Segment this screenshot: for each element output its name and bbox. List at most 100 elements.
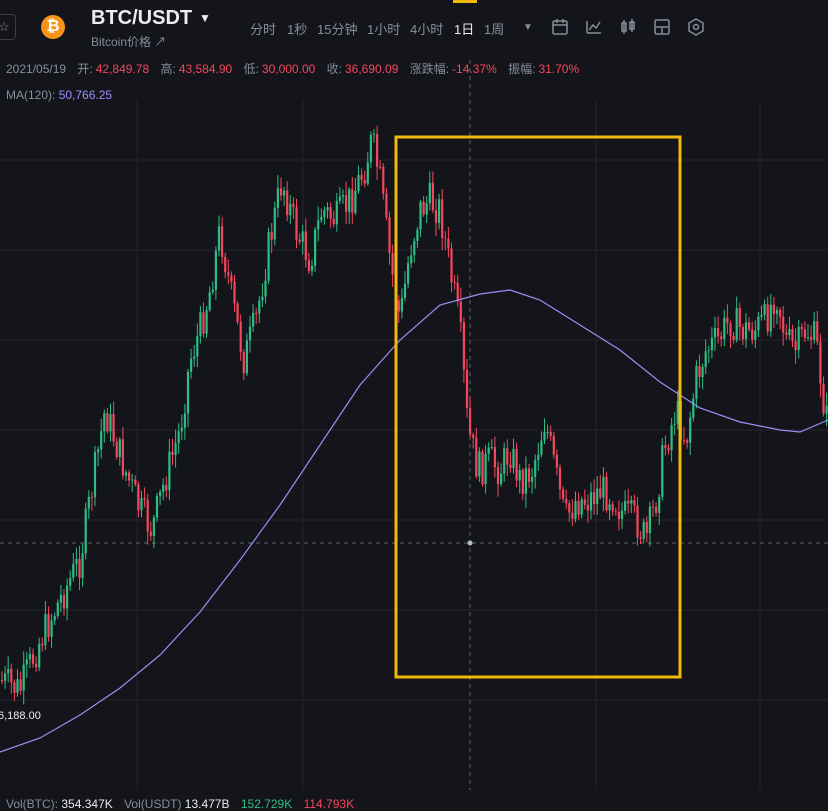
candle-body <box>329 207 332 219</box>
candle-body <box>183 413 186 428</box>
trading-pair-title[interactable]: BTC/USDT <box>91 7 193 29</box>
candle-body <box>276 188 279 208</box>
candle-body <box>376 134 379 167</box>
candle-body <box>103 413 106 432</box>
candle-body <box>676 400 679 424</box>
candle-body <box>317 220 320 230</box>
candle-body <box>140 498 143 511</box>
candle-body <box>655 506 658 513</box>
tab-timeframe-1h[interactable]: 1小时 <box>367 22 401 37</box>
vol-ma2-value: 114.793K <box>303 797 355 811</box>
candle-body <box>713 328 717 338</box>
candle-body <box>608 504 611 511</box>
candle-body <box>673 423 676 426</box>
candle-body <box>661 445 664 498</box>
candle-body <box>106 413 109 432</box>
candle-body <box>171 451 174 455</box>
candle-body <box>822 383 825 414</box>
tab-timeframe-4h[interactable]: 4小时 <box>410 22 444 37</box>
candle-body <box>255 312 258 314</box>
candle-body <box>369 134 372 163</box>
candle-body <box>760 314 763 317</box>
candle-body <box>382 166 385 194</box>
candle-body <box>90 496 93 498</box>
chevron-down-icon[interactable]: ▼ <box>199 11 211 25</box>
candle-body <box>465 369 469 409</box>
candle-body <box>298 239 301 242</box>
candle-body <box>757 316 760 331</box>
candle-body <box>819 341 822 384</box>
candle-body <box>732 335 735 341</box>
open-value: 42,849.78 <box>95 62 150 76</box>
candle-body <box>28 654 31 660</box>
candle-body <box>459 301 462 323</box>
candle-body <box>301 231 304 242</box>
timeframe-more-chevron-icon[interactable]: ▼ <box>523 22 533 33</box>
candle-body <box>323 210 326 218</box>
candle-body <box>825 405 828 414</box>
candle-body <box>121 439 124 476</box>
candle-body <box>797 326 800 351</box>
volume-info-row: Vol(BTC): 354.347K Vol(USDT) 13.477B 152… <box>6 797 354 811</box>
layout-icon[interactable] <box>652 17 672 37</box>
candle-body <box>177 431 180 444</box>
candle-body <box>450 248 453 283</box>
candle-body <box>273 207 276 240</box>
change-label: 涨跌幅: <box>409 62 450 76</box>
candle-body <box>469 408 472 435</box>
candle-body <box>472 434 475 438</box>
candle-body <box>193 356 196 359</box>
candle-body <box>100 431 103 450</box>
candle-body <box>348 189 351 212</box>
active-tab-underline <box>453 0 477 3</box>
candle-body <box>38 643 41 668</box>
candle-type-icon[interactable] <box>618 17 638 37</box>
candle-body <box>788 329 791 335</box>
candle-body <box>726 317 729 324</box>
candle-body <box>810 337 813 340</box>
candle-body <box>137 484 140 511</box>
candle-body <box>639 537 642 539</box>
candle-body <box>531 476 534 482</box>
candle-body <box>546 431 549 433</box>
candle-body <box>372 134 376 136</box>
candle-body <box>44 614 47 646</box>
settings-icon[interactable] <box>686 17 706 37</box>
pair-subtitle-link[interactable]: Bitcoin价格 ↗ <box>91 35 167 49</box>
indicator-icon[interactable] <box>584 17 604 37</box>
candle-body <box>115 441 118 457</box>
candle-body <box>741 327 744 340</box>
candle-body <box>645 521 648 534</box>
tab-timeframe-15m[interactable]: 15分钟 <box>317 22 358 37</box>
candle-body <box>230 275 233 282</box>
tab-timeframe-1s[interactable]: 1秒 <box>287 22 308 37</box>
close-label: 收: <box>326 62 342 76</box>
candle-body <box>800 326 803 330</box>
candle-body <box>813 321 816 340</box>
candle-body <box>320 217 323 221</box>
candle-body <box>695 365 698 399</box>
candle-body <box>484 453 487 485</box>
candle-body <box>292 203 295 208</box>
candle-date: 2021/05/19 <box>6 62 67 76</box>
tab-timeframe-1d[interactable]: 1日 <box>454 22 475 37</box>
candle-body <box>744 322 748 340</box>
candle-body <box>10 668 13 683</box>
candle-body <box>769 304 772 332</box>
candle-body <box>19 679 22 691</box>
candle-body <box>338 196 341 201</box>
candle-body <box>509 464 512 469</box>
favorite-star-icon[interactable]: ☆ <box>0 14 16 40</box>
tab-timeframe-1w[interactable]: 1周 <box>484 22 505 37</box>
low-value: 30,000.00 <box>261 62 316 76</box>
candle-body <box>583 499 586 505</box>
candle-body <box>701 367 704 378</box>
calendar-icon[interactable] <box>550 17 570 37</box>
tab-timeframe-line[interactable]: 分时 <box>250 22 277 37</box>
candle-body <box>503 448 506 474</box>
candle-body <box>391 252 394 275</box>
candle-body <box>162 484 165 492</box>
candle-body <box>283 190 286 196</box>
candle-body <box>512 448 515 469</box>
